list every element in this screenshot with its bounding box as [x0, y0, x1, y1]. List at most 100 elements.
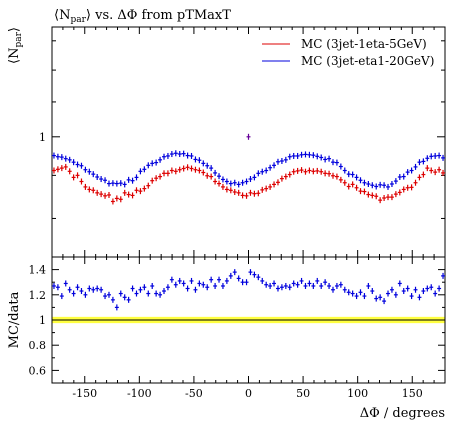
main-series-point-2 [283, 156, 288, 163]
main-series-point-1 [150, 177, 155, 184]
main-series-point-2 [342, 167, 347, 174]
main-series-point-2 [134, 174, 139, 181]
main-series-point-1 [232, 188, 237, 195]
main-series-point-1 [55, 166, 60, 173]
ratio-series-point-1 [283, 282, 288, 289]
main-series-point-2 [236, 181, 241, 188]
ratio-series-point-1 [291, 280, 296, 287]
main-series-point-1 [209, 173, 214, 180]
main-series-point-2 [138, 168, 143, 175]
main-series-point-2 [146, 162, 151, 169]
main-series-point-2 [441, 154, 445, 161]
ratio-series-point-1 [362, 293, 367, 300]
main-series-point-1 [236, 189, 241, 196]
ratio-y-axis-label: MC/data [7, 291, 22, 348]
main-series-point-1 [409, 184, 414, 191]
main-series-point-2 [425, 155, 430, 162]
ratio-series-point-1 [91, 286, 96, 293]
main-series-point-2 [401, 173, 406, 180]
main-series-point-2 [99, 176, 104, 183]
ratio-series-point-1 [122, 294, 127, 301]
main-series-point-2 [397, 173, 402, 180]
main-series-point-2 [334, 159, 339, 166]
ratio-series-point-1 [71, 290, 76, 297]
main-series-point-2 [240, 179, 245, 186]
legend-label-series-1: MC (3jet-1eta-5GeV) [301, 37, 427, 51]
main-series-point-1 [118, 196, 123, 203]
ratio-series-point-1 [107, 291, 111, 298]
main-series-point-1 [244, 192, 249, 199]
ratio-series-point-1 [429, 284, 434, 291]
ratio-series-point-1 [240, 279, 245, 286]
main-series-point-2 [295, 152, 300, 159]
ratio-series-point-1 [323, 279, 328, 286]
main-series-point-1 [279, 175, 284, 182]
main-series-point-1 [103, 192, 108, 199]
main-series-point-2 [162, 153, 166, 160]
ratio-series-point-1 [177, 277, 182, 284]
main-series-layer [52, 133, 445, 205]
main-series-point-1 [393, 191, 398, 198]
main-series-point-1 [83, 183, 88, 190]
x-tick-label: 100 [347, 387, 368, 400]
ratio-series-point-1 [158, 291, 163, 298]
ratio-series-point-1 [220, 282, 225, 289]
main-series-point-1 [142, 185, 147, 192]
main-series-point-1 [331, 172, 335, 179]
ratio-series-point-1 [378, 294, 383, 301]
main-series-point-2 [389, 180, 394, 187]
ratio-series-point-1 [118, 290, 123, 297]
main-series-point-2 [362, 179, 367, 186]
main-series-point-1 [291, 168, 296, 175]
main-series-point-2 [433, 152, 438, 159]
ratio-series-point-1 [213, 282, 218, 289]
ratio-series-point-1 [236, 275, 241, 282]
ratio-series-point-1 [264, 281, 269, 288]
ratio-series-point-1 [276, 285, 280, 292]
main-series-point-2 [303, 151, 308, 158]
main-series-point-2 [331, 159, 335, 166]
ratio-series-point-1 [252, 271, 257, 278]
ratio-series-point-1 [217, 276, 221, 283]
ratio-y-tick-label: 1.4 [29, 264, 47, 277]
main-series-point-2 [264, 167, 269, 174]
main-series-point-1 [252, 190, 257, 197]
main-series-point-2 [315, 153, 320, 160]
ratio-series-point-1 [382, 298, 387, 305]
main-series-point-2 [220, 176, 225, 183]
ratio-series-point-1 [409, 293, 414, 300]
main-series-point-1 [441, 169, 445, 176]
main-series-point-1 [303, 168, 308, 175]
main-series-point-1 [358, 188, 363, 195]
main-series-point-1 [362, 188, 367, 195]
main-series-point-1 [401, 186, 406, 193]
main-series-point-2 [52, 152, 56, 159]
main-series-point-1 [429, 167, 434, 174]
main-series-point-1 [323, 170, 328, 177]
main-series-point-1 [421, 171, 426, 178]
main-series-point-2 [244, 178, 249, 185]
ratio-series-point-1 [397, 280, 402, 287]
ratio-series-point-1 [99, 286, 104, 293]
x-tick-label: -100 [127, 387, 152, 400]
main-series-point-1 [59, 165, 64, 172]
main-series-point-1 [382, 194, 387, 201]
main-series-point-1 [256, 190, 261, 197]
main-series-point-1 [220, 183, 225, 190]
ratio-series-point-1 [169, 276, 174, 283]
ratio-series-point-1 [130, 285, 135, 292]
main-series-point-2 [256, 170, 261, 177]
main-series-point-2 [228, 180, 233, 187]
ratio-series-point-1 [421, 288, 426, 295]
main-series-point-2 [417, 159, 422, 166]
ratio-series-point-1 [103, 293, 108, 300]
main-series-point-2 [67, 156, 72, 163]
main-series-point-1 [276, 179, 280, 186]
main-series-point-2 [63, 155, 68, 162]
ratio-series-point-1 [338, 281, 343, 288]
ratio-series-layer [52, 269, 445, 311]
main-series-point-2 [393, 178, 398, 185]
main-series-point-1 [240, 192, 245, 199]
main-series-point-2 [150, 160, 155, 167]
main-series-point-1 [146, 182, 151, 189]
